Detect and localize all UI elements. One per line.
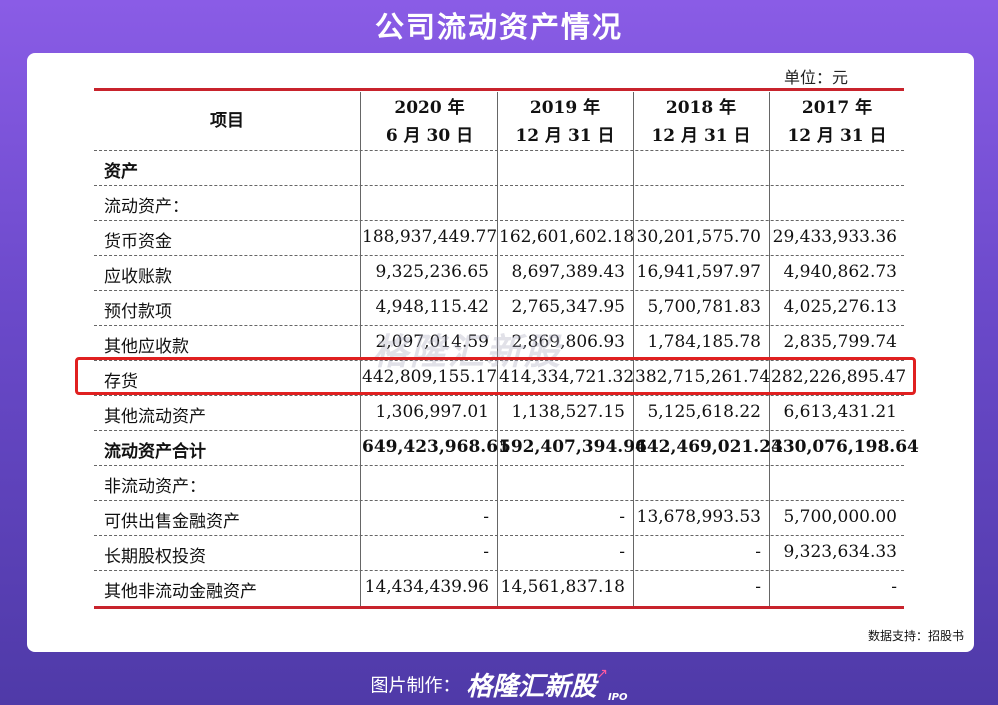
source-note: 数据支持：招股书 bbox=[867, 629, 964, 643]
table-cell: 14,561,837.18 bbox=[500, 577, 625, 597]
row-label: 资产 bbox=[104, 162, 138, 182]
watermark-logo: 格隆汇新股 bbox=[372, 332, 563, 373]
row-label: 存货 bbox=[104, 372, 138, 392]
row-divider bbox=[94, 255, 904, 256]
column-divider bbox=[360, 92, 361, 606]
table-cell: 9,325,236.65 bbox=[375, 262, 489, 282]
table-cell: - bbox=[755, 542, 761, 562]
arrow-up-right-icon: ↗ bbox=[596, 666, 608, 682]
footer-brand-logo: 格隆汇新股 bbox=[466, 672, 597, 702]
table-cell: - bbox=[619, 542, 625, 562]
table-cell: 13,678,993.53 bbox=[636, 507, 761, 527]
table-cell: 2,869,806.93 bbox=[511, 332, 625, 352]
unit-label: 单位：元 bbox=[784, 68, 849, 87]
table-cell: 29,433,933.36 bbox=[772, 227, 897, 247]
table-cell: 5,700,000.00 bbox=[783, 507, 897, 527]
table-cell: - bbox=[483, 542, 489, 562]
column-divider bbox=[633, 92, 634, 606]
table-cell: 30,201,575.70 bbox=[636, 227, 761, 247]
header-col-2019: 2019 年 12 月 31 日 bbox=[498, 94, 632, 150]
footer-caption: 图片制作： bbox=[370, 675, 461, 697]
row-label: 货币资金 bbox=[104, 232, 172, 252]
row-label: 可供出售金融资产 bbox=[104, 512, 240, 532]
column-divider bbox=[769, 92, 770, 606]
row-divider bbox=[94, 360, 904, 361]
table-cell: 1,784,185.78 bbox=[647, 332, 761, 352]
table-cell: 442,469,021.24 bbox=[635, 437, 783, 457]
row-divider bbox=[94, 535, 904, 536]
page-title: 公司流动资产情况 bbox=[374, 10, 623, 44]
table-cell: 282,226,895.47 bbox=[771, 367, 907, 387]
row-divider bbox=[94, 500, 904, 501]
table-top-rule bbox=[94, 88, 904, 91]
table-cell: 4,025,276.13 bbox=[783, 297, 897, 317]
table-cell: 2,097,014.59 bbox=[375, 332, 489, 352]
header-date: 6 月 30 日 bbox=[385, 126, 474, 146]
table-cell: - bbox=[755, 577, 761, 597]
row-divider bbox=[94, 430, 904, 431]
table-cell: 1,138,527.15 bbox=[511, 402, 625, 422]
inventory-highlight-box bbox=[75, 357, 916, 395]
table-cell: 16,941,597.97 bbox=[636, 262, 761, 282]
header-col-2020: 2020 年 6 月 30 日 bbox=[362, 94, 497, 150]
table-cell: 4,940,862.73 bbox=[783, 262, 897, 282]
row-label: 其他流动资产 bbox=[104, 407, 206, 427]
row-label: 其他非流动金融资产 bbox=[104, 582, 257, 602]
row-divider bbox=[94, 325, 904, 326]
table-bottom-rule bbox=[94, 606, 904, 609]
table-cell: 2,835,799.74 bbox=[783, 332, 897, 352]
table-cell: 188,937,449.77 bbox=[362, 227, 498, 247]
row-label: 非流动资产： bbox=[104, 477, 206, 497]
table-cell: 9,323,634.33 bbox=[783, 542, 897, 562]
header-year: 2020 年 bbox=[394, 98, 465, 118]
table-cell: 6,613,431.21 bbox=[783, 402, 897, 422]
header-date: 12 月 31 日 bbox=[651, 126, 751, 146]
table-cell: 5,700,781.83 bbox=[647, 297, 761, 317]
row-divider bbox=[94, 290, 904, 291]
row-label: 流动资产合计 bbox=[104, 442, 206, 462]
row-divider bbox=[94, 570, 904, 571]
row-label: 长期股权投资 bbox=[104, 547, 206, 567]
row-divider bbox=[94, 220, 904, 221]
column-divider bbox=[497, 92, 498, 606]
table-cell: 8,697,389.43 bbox=[511, 262, 625, 282]
table-panel bbox=[27, 53, 974, 652]
table-cell: - bbox=[483, 507, 489, 527]
table-cell: 162,601,602.18 bbox=[499, 227, 635, 247]
table-cell: 442,809,155.17 bbox=[362, 367, 498, 387]
table-cell: 649,423,968.61 bbox=[362, 437, 510, 457]
row-divider bbox=[94, 185, 904, 186]
table-cell: 5,125,618.22 bbox=[647, 402, 761, 422]
row-divider bbox=[94, 465, 904, 466]
header-item: 项目 bbox=[210, 111, 244, 131]
table-cell: 330,076,198.64 bbox=[771, 437, 919, 457]
footer: 图片制作： 格隆汇新股↗ IPO bbox=[0, 666, 998, 703]
header-year: 2017 年 bbox=[801, 98, 873, 118]
header-year: 2019 年 bbox=[529, 98, 601, 118]
table-cell: - bbox=[619, 507, 625, 527]
row-label: 流动资产： bbox=[104, 197, 189, 217]
row-label: 其他应收款 bbox=[104, 337, 189, 357]
row-divider bbox=[94, 395, 904, 396]
row-label: 预付款项 bbox=[104, 302, 172, 322]
table-cell: 382,715,261.74 bbox=[635, 367, 771, 387]
table-cell: - bbox=[891, 577, 897, 597]
footer-ipo-tag: IPO bbox=[607, 692, 628, 703]
header-date: 12 月 31 日 bbox=[787, 126, 887, 146]
table-cell: 414,334,721.32 bbox=[499, 367, 635, 387]
table-cell: 14,434,439.96 bbox=[364, 577, 489, 597]
row-label: 应收账款 bbox=[104, 267, 172, 287]
header-divider bbox=[94, 150, 904, 151]
table-cell: 4,948,115.42 bbox=[375, 297, 489, 317]
header-col-2018: 2018 年 12 月 31 日 bbox=[634, 94, 768, 150]
header-year: 2018 年 bbox=[665, 98, 737, 118]
table-cell: 1,306,997.01 bbox=[375, 402, 489, 422]
header-col-2017: 2017 年 12 月 31 日 bbox=[770, 94, 904, 150]
table-cell: 592,407,394.96 bbox=[499, 437, 647, 457]
table-cell: 2,765,347.95 bbox=[511, 297, 625, 317]
header-date: 12 月 31 日 bbox=[515, 126, 615, 146]
